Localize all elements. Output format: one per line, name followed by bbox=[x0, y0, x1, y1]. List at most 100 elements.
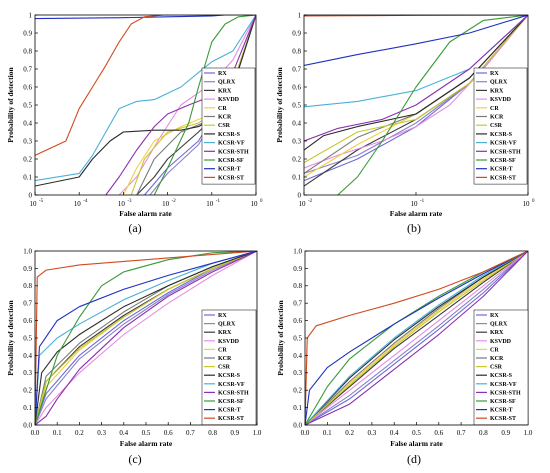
y-tick-label: 0.2 bbox=[293, 387, 302, 395]
legend-entry: KCSR-STH bbox=[490, 390, 521, 396]
y-tick-label: 0.7 bbox=[293, 300, 302, 308]
legend-entry: KCR bbox=[218, 356, 232, 362]
legend-entry: KCSR-SF bbox=[218, 158, 244, 164]
x-tick-label: 10 bbox=[251, 200, 259, 208]
legend-entry: KCSR-S bbox=[218, 373, 241, 379]
x-tick-label: 0.6 bbox=[434, 429, 443, 437]
legend-entry: CR bbox=[218, 106, 227, 112]
legend-entry: KCSR-ST bbox=[218, 416, 244, 422]
series-line-csr bbox=[35, 251, 257, 425]
x-tick-label: 10 bbox=[74, 200, 82, 208]
x-axis-label: False alarm rate bbox=[390, 439, 443, 448]
x-tick-label: 10 bbox=[206, 200, 214, 208]
x-tick-label: 0.1 bbox=[53, 429, 62, 437]
series-line-kcsr-t bbox=[35, 15, 256, 20]
y-tick-label: 0.3 bbox=[292, 137, 301, 145]
y-tick-label: 0.2 bbox=[23, 155, 32, 163]
chart-panel-d: 0.0 0.1 0.2 0.3 0.4 0.5 0.6 0.7 0.8 0.9 1.0 0.0 0.1 0… bbox=[276, 247, 533, 466]
series-line-kcsr-sth bbox=[305, 251, 528, 425]
series-line-krx bbox=[305, 251, 528, 425]
x-tick-label: 10 bbox=[523, 200, 531, 208]
legend-entry: KCSR-STH bbox=[218, 149, 249, 155]
legend-entry: KSVDD bbox=[218, 339, 240, 345]
series-line-kcsr-t bbox=[35, 251, 257, 425]
y-axis-label: Probability of detection bbox=[6, 300, 15, 376]
series-line-kcsr-t bbox=[304, 15, 528, 66]
series-line-kcsr-vf bbox=[35, 15, 256, 182]
series-line-ksvdd bbox=[305, 251, 528, 425]
x-tick-label: 10 bbox=[118, 200, 126, 208]
legend-entry: KCSR-T bbox=[218, 408, 241, 414]
x-tick-exponent: 0 bbox=[260, 199, 263, 204]
y-tick-label: 0.3 bbox=[23, 137, 32, 145]
y-tick-label: 0.9 bbox=[292, 29, 301, 37]
y-tick-label: 0.9 bbox=[293, 265, 302, 273]
legend-entry: RX bbox=[218, 313, 227, 319]
y-axis-label: Probability of detection bbox=[275, 67, 284, 143]
legend-entry: CSR bbox=[218, 365, 231, 371]
legend-entry: KCSR-STH bbox=[490, 149, 521, 155]
x-tick-exponent: 0 bbox=[532, 199, 535, 204]
x-tick-label: 0.6 bbox=[164, 429, 173, 437]
series-line-kcsr-sf bbox=[337, 15, 528, 195]
y-tick-label: 0.3 bbox=[293, 369, 302, 377]
series-group bbox=[35, 251, 257, 425]
legend-entry: KCSR-VF bbox=[218, 382, 245, 388]
series-line-kcsr-s bbox=[35, 251, 257, 425]
legend: RX QLRX KRX KSVDD CR KCR CSR KCSR-S KCSR-VF KCSR-… bbox=[201, 67, 256, 185]
series-line-kcsr-sth bbox=[304, 15, 528, 142]
legend-box bbox=[201, 67, 256, 185]
x-tick-label: 10 bbox=[299, 200, 307, 208]
series-line-kcsr-vf bbox=[305, 251, 528, 425]
x-tick-exponent: -3 bbox=[127, 199, 132, 204]
series-line-kcsr-vf bbox=[35, 251, 257, 425]
y-axis-label: Probability of detection bbox=[276, 300, 285, 376]
series-line-kcsr-st bbox=[35, 251, 257, 425]
series-group bbox=[305, 251, 528, 425]
y-tick-label: 1 bbox=[298, 11, 302, 19]
y-tick-label: 0.8 bbox=[23, 282, 32, 290]
y-tick-label: 0.5 bbox=[293, 334, 302, 342]
legend-entry: CR bbox=[218, 347, 227, 353]
y-tick-label: 0.8 bbox=[23, 47, 32, 55]
series-line-qlrx bbox=[305, 251, 528, 425]
x-tick-label: 1.0 bbox=[253, 429, 262, 437]
y-tick-label: 0.4 bbox=[293, 352, 302, 360]
x-tick-label: 0.4 bbox=[390, 429, 399, 437]
y-tick-label: 0.1 bbox=[293, 404, 302, 412]
x-tick-exponent: -2 bbox=[172, 199, 177, 204]
y-tick-label: 0.1 bbox=[23, 404, 32, 412]
legend-entry: RX bbox=[218, 71, 227, 77]
series-line-kcsr-t bbox=[305, 251, 528, 425]
y-tick-label: 1 bbox=[29, 11, 33, 19]
x-tick-label: 10 bbox=[162, 200, 170, 208]
x-tick-label: 0.8 bbox=[479, 429, 488, 437]
y-tick-label: 0.4 bbox=[23, 352, 32, 360]
legend-entry: KCSR-STH bbox=[218, 390, 249, 396]
x-tick-label: 0.7 bbox=[186, 429, 195, 437]
legend-entry: KCSR-VF bbox=[218, 141, 245, 147]
series-line-kcsr-st bbox=[35, 15, 256, 156]
legend-entry: KCR bbox=[218, 115, 232, 121]
y-tick-label: 0 bbox=[29, 191, 33, 199]
legend-entry: KCSR-VF bbox=[490, 382, 517, 388]
series-line-csr bbox=[304, 15, 528, 164]
x-tick-label: 0.1 bbox=[323, 429, 332, 437]
y-tick-label: 0.7 bbox=[23, 300, 32, 308]
x-tick-label: 0.9 bbox=[230, 429, 239, 437]
legend-entry: KCSR-S bbox=[218, 132, 241, 138]
legend-entry: QLRX bbox=[490, 322, 508, 328]
y-tick-label: 0.8 bbox=[292, 47, 301, 55]
legend-entry: KCSR-ST bbox=[490, 175, 516, 181]
x-tick-label: 0.3 bbox=[97, 429, 106, 437]
legend-box bbox=[201, 309, 257, 426]
legend: RX QLRX KRX KSVDD CR KCR CSR KCSR-S KCSR-VF KCSR-… bbox=[473, 309, 529, 426]
y-tick-label: 0.2 bbox=[23, 387, 32, 395]
y-tick-label: 0 bbox=[298, 191, 302, 199]
legend-entry: KRX bbox=[490, 88, 504, 94]
legend-entry: CSR bbox=[490, 365, 503, 371]
legend-entry: QLRX bbox=[218, 322, 236, 328]
y-tick-label: 0.0 bbox=[293, 421, 302, 429]
y-tick-label: 0.1 bbox=[292, 173, 301, 181]
legend-entry: KRX bbox=[490, 330, 504, 336]
